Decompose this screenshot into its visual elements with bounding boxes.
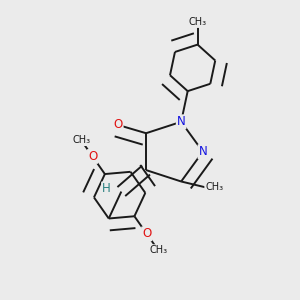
Text: N: N (199, 145, 207, 158)
Text: O: O (88, 150, 97, 163)
Text: N: N (177, 115, 185, 128)
Text: CH₃: CH₃ (205, 182, 223, 192)
Text: O: O (142, 227, 152, 240)
Text: CH₃: CH₃ (188, 17, 207, 27)
Text: O: O (113, 118, 123, 131)
Text: CH₃: CH₃ (72, 135, 90, 145)
Text: H: H (102, 182, 111, 195)
Text: CH₃: CH₃ (149, 245, 167, 255)
